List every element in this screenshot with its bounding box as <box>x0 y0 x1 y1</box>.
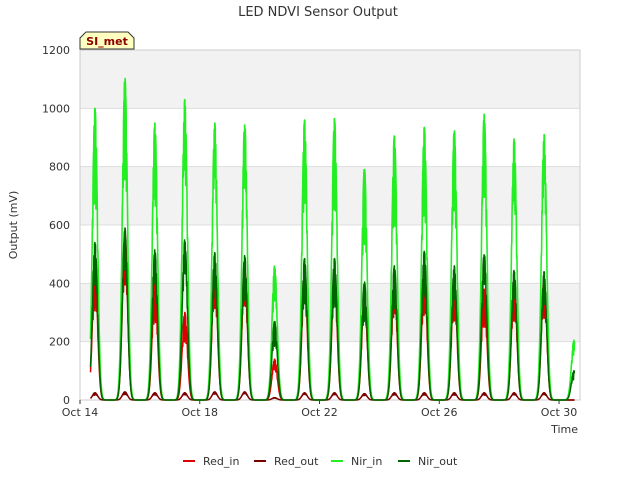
legend: Red_in Red_out Nir_in Nir_out <box>183 455 458 468</box>
legend-item-nir-out: Nir_out <box>398 455 458 468</box>
y-tick-label: 1000 <box>42 102 70 115</box>
legend-item-red-in: Red_in <box>183 455 239 468</box>
data-series <box>89 77 576 401</box>
y-axis-label: Output (mV) <box>7 191 20 260</box>
plot-band <box>80 166 580 225</box>
plot-frame <box>79 49 581 401</box>
badge-label: SI_met <box>86 35 128 48</box>
x-tick-label: Oct 26 <box>421 406 458 419</box>
y-tick-label: 200 <box>49 336 70 349</box>
legend-label: Red_out <box>274 455 319 468</box>
plot-band <box>80 108 580 167</box>
legend-item-red-out: Red_out <box>254 455 319 468</box>
legend-label: Red_in <box>203 455 239 468</box>
x-tick-label: Oct 14 <box>62 406 99 419</box>
badge-shape <box>79 31 135 50</box>
y-tick-label: 600 <box>49 219 70 232</box>
y-tick-label: 800 <box>49 161 70 174</box>
legend-label: Nir_in <box>351 455 382 468</box>
y-tick-label: 400 <box>49 277 70 290</box>
x-axis-ticks: Oct 14 Oct 18 Oct 22 Oct 26 Oct 30 <box>62 400 578 419</box>
plot-band <box>80 225 580 284</box>
x-tick-label: Oct 30 <box>541 406 578 419</box>
y-tick-label: 1200 <box>42 44 70 57</box>
chart-title: LED NDVI Sensor Output <box>238 5 398 20</box>
plot-bands <box>80 50 580 400</box>
legend-item-nir-in: Nir_in <box>331 455 382 468</box>
x-tick-label: Oct 18 <box>182 406 219 419</box>
plot-band <box>80 50 580 109</box>
y-tick-label: 0 <box>63 394 70 407</box>
x-axis-label: Time <box>550 423 578 436</box>
legend-label: Nir_out <box>418 455 458 468</box>
series-line-nir-out <box>89 227 576 401</box>
y-axis-ticks: 0 200 400 600 800 1000 1200 <box>42 44 70 407</box>
x-tick-label: Oct 22 <box>301 406 338 419</box>
station-badge: SI_met <box>79 31 135 50</box>
